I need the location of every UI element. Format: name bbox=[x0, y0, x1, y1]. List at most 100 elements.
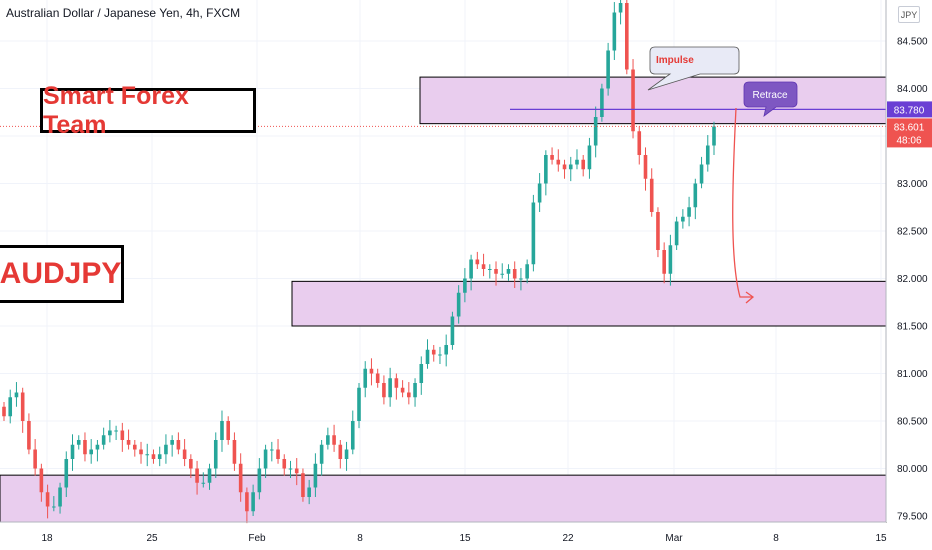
candle-body bbox=[575, 159, 579, 165]
candle-body bbox=[556, 159, 561, 165]
candle-body bbox=[712, 126, 716, 146]
retrace-label: Retrace bbox=[752, 90, 787, 101]
candle-body bbox=[101, 435, 106, 445]
candle-body bbox=[612, 12, 617, 51]
candle-body bbox=[562, 164, 567, 170]
candle-body bbox=[593, 117, 598, 146]
candle-body bbox=[600, 88, 604, 117]
candle-body bbox=[132, 444, 137, 450]
symbol-label: AUDJPY bbox=[0, 245, 124, 303]
x-tick-label: 22 bbox=[562, 533, 574, 544]
candle-body bbox=[500, 273, 505, 275]
candle-body bbox=[338, 444, 343, 459]
candle-body bbox=[195, 468, 199, 483]
candle-body bbox=[20, 392, 25, 421]
level-badge-text: 83.780 bbox=[894, 105, 925, 116]
candle-body bbox=[413, 383, 417, 398]
candle-body bbox=[625, 3, 629, 70]
countdown-text: 48:06 bbox=[896, 135, 921, 146]
y-tick-label: 80.500 bbox=[897, 417, 928, 428]
candle-body bbox=[662, 250, 666, 274]
candle-body bbox=[294, 468, 299, 474]
candle-body bbox=[220, 421, 224, 440]
candle-body bbox=[369, 368, 374, 374]
candle-body bbox=[307, 487, 311, 497]
candle-body bbox=[363, 368, 368, 388]
candle-body bbox=[164, 444, 168, 455]
y-tick-label: 84.000 bbox=[897, 84, 928, 95]
candle-body bbox=[649, 178, 654, 212]
candle-body bbox=[76, 440, 81, 445]
x-tick-label: 25 bbox=[146, 533, 158, 544]
chart-title: Australian Dollar / Japanese Yen, 4h, FX… bbox=[6, 6, 241, 20]
candle-body bbox=[618, 3, 623, 13]
candle-body bbox=[444, 345, 448, 355]
candle-body bbox=[537, 183, 542, 203]
candle-body bbox=[344, 449, 349, 459]
impulse-label: Impulse bbox=[656, 55, 694, 66]
x-tick-label: 15 bbox=[875, 533, 887, 544]
candle-body bbox=[568, 164, 573, 170]
candle-body bbox=[263, 449, 268, 469]
candle-body bbox=[550, 155, 554, 160]
candle-body bbox=[326, 435, 330, 445]
x-tick-label: Mar bbox=[665, 533, 683, 544]
candle-body bbox=[14, 392, 19, 398]
impulse-bubble bbox=[647, 46, 740, 91]
retrace-bubble bbox=[743, 81, 798, 117]
y-tick-label: 79.500 bbox=[897, 512, 928, 523]
candle-body bbox=[213, 440, 218, 469]
candle-body bbox=[494, 269, 498, 274]
candle-body bbox=[699, 164, 704, 184]
candle-body bbox=[226, 421, 231, 440]
candle-body bbox=[145, 454, 150, 456]
candle-body bbox=[581, 159, 586, 170]
candle-body bbox=[487, 269, 492, 270]
candle-body bbox=[382, 383, 386, 398]
candle-body bbox=[27, 421, 31, 450]
candle-body bbox=[587, 145, 592, 170]
x-tick-label: 8 bbox=[357, 533, 363, 544]
candle-body bbox=[251, 492, 255, 512]
y-tick-label: 80.000 bbox=[897, 464, 928, 475]
support-zone-mid bbox=[291, 280, 887, 327]
candle-body bbox=[481, 264, 486, 269]
candle-body bbox=[375, 373, 380, 383]
candle-body bbox=[257, 468, 262, 493]
x-tick-label: Feb bbox=[248, 533, 266, 544]
candle-body bbox=[64, 459, 69, 488]
candle-body bbox=[8, 397, 13, 417]
x-tick-label: 8 bbox=[773, 533, 779, 544]
candle-body bbox=[693, 183, 698, 208]
x-tick-label: 18 bbox=[41, 533, 53, 544]
candle-body bbox=[631, 69, 635, 132]
candle-body bbox=[182, 449, 187, 459]
candle-body bbox=[668, 245, 673, 274]
candle-body bbox=[419, 364, 424, 383]
candle-body bbox=[531, 202, 536, 265]
candle-body bbox=[58, 487, 62, 507]
candle-body bbox=[170, 440, 174, 445]
candle-body bbox=[83, 440, 87, 455]
candle-body bbox=[39, 468, 44, 493]
level-badge bbox=[887, 101, 932, 118]
candle-body bbox=[126, 440, 131, 445]
currency-badge[interactable]: JPY bbox=[898, 6, 920, 23]
candles bbox=[2, 0, 716, 524]
candle-body bbox=[288, 468, 293, 470]
candle-body bbox=[276, 449, 280, 459]
candle-body bbox=[606, 50, 610, 89]
current-price-text: 83.601 bbox=[894, 122, 925, 133]
candle-body bbox=[674, 221, 679, 246]
candle-body bbox=[151, 454, 156, 459]
candle-body bbox=[388, 378, 392, 398]
arrow-head bbox=[745, 291, 755, 304]
y-tick-label: 81.000 bbox=[897, 369, 928, 380]
candle-body bbox=[232, 440, 237, 464]
candle-body bbox=[139, 449, 143, 455]
candle-body bbox=[45, 492, 50, 507]
candle-body bbox=[438, 354, 442, 356]
candle-body bbox=[245, 492, 249, 512]
